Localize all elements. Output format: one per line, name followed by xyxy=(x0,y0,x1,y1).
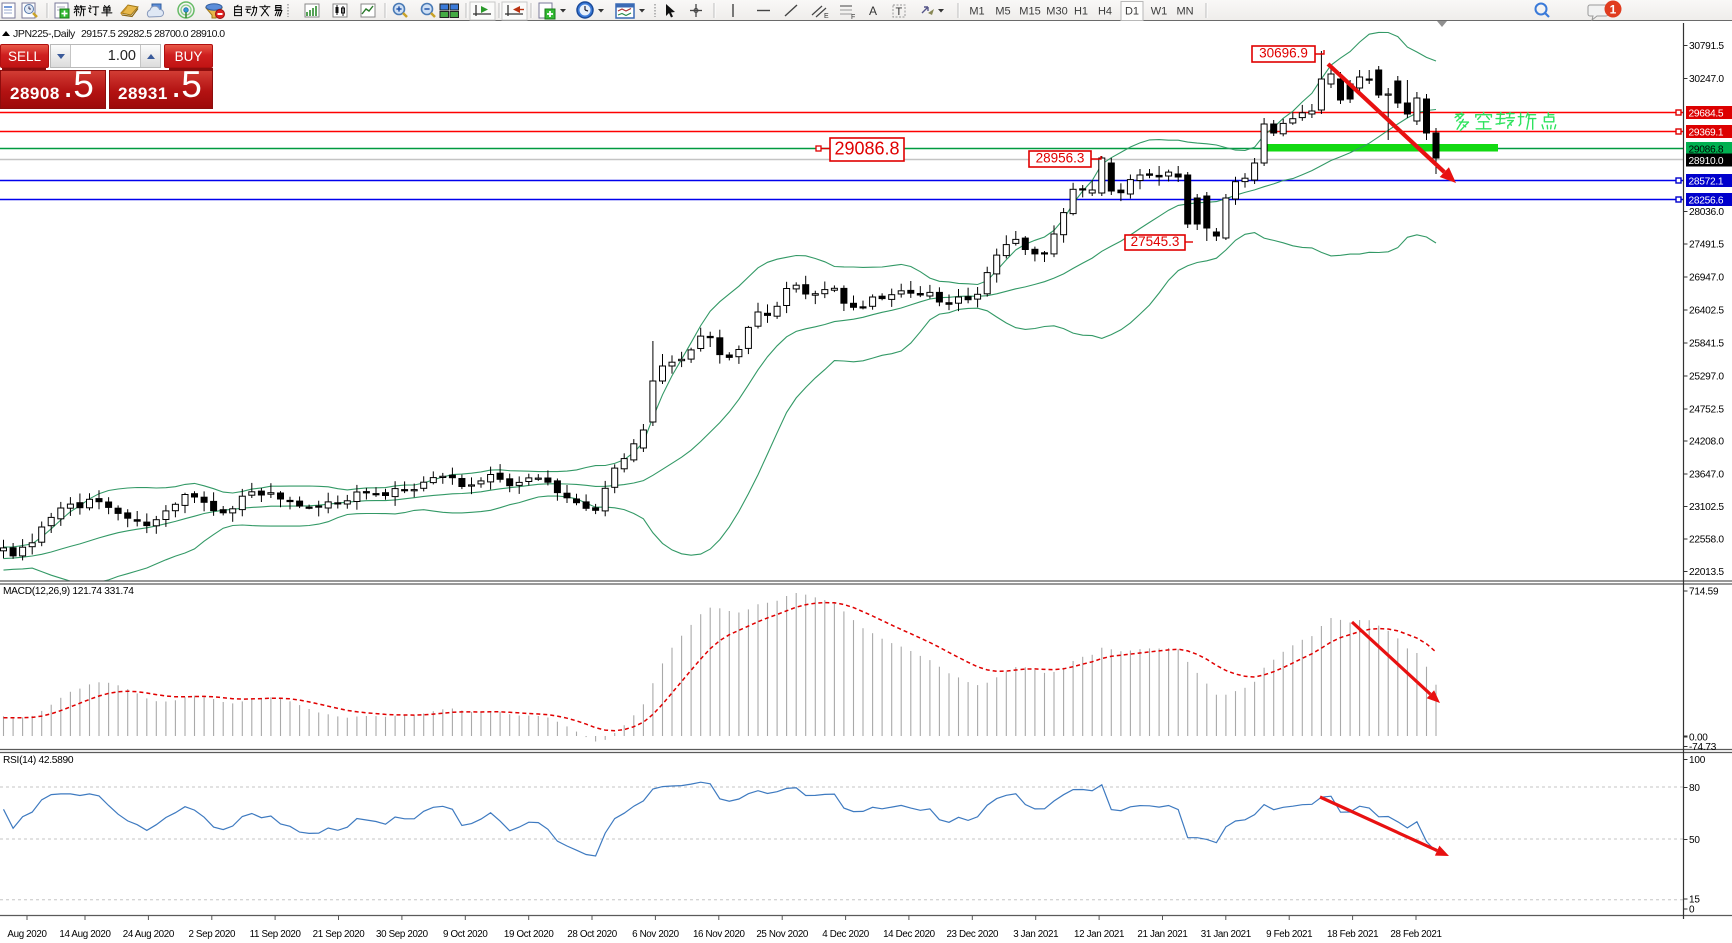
svg-text:D1: D1 xyxy=(1125,6,1139,18)
svg-text:12 Jan 2021: 12 Jan 2021 xyxy=(1074,929,1124,940)
svg-text:23102.5: 23102.5 xyxy=(1689,502,1724,513)
svg-text:9 Oct 2020: 9 Oct 2020 xyxy=(443,929,488,940)
svg-text:16 Nov 2020: 16 Nov 2020 xyxy=(693,929,746,940)
svg-text:9 Feb 2021: 9 Feb 2021 xyxy=(1266,929,1312,940)
svg-text:M30: M30 xyxy=(1046,6,1067,18)
svg-text:714.59: 714.59 xyxy=(1689,587,1719,598)
svg-text:28256.6: 28256.6 xyxy=(1689,196,1724,207)
svg-text:31 Jan 2021: 31 Jan 2021 xyxy=(1201,929,1251,940)
svg-text:30791.5: 30791.5 xyxy=(1689,41,1724,52)
svg-text:30247.0: 30247.0 xyxy=(1689,74,1724,85)
svg-text:30696.9: 30696.9 xyxy=(1259,46,1308,61)
svg-text:22558.0: 22558.0 xyxy=(1689,535,1724,546)
svg-text:M15: M15 xyxy=(1019,6,1040,18)
svg-text:80: 80 xyxy=(1689,783,1700,794)
svg-text:26947.0: 26947.0 xyxy=(1689,273,1724,284)
svg-text:H1: H1 xyxy=(1074,6,1088,18)
svg-text:24752.5: 24752.5 xyxy=(1689,405,1724,416)
svg-text:11 Sep 2020: 11 Sep 2020 xyxy=(250,929,302,940)
svg-text:MN: MN xyxy=(1176,6,1193,18)
svg-text:25841.5: 25841.5 xyxy=(1689,339,1724,350)
svg-text:21 Jan 2021: 21 Jan 2021 xyxy=(1137,929,1187,940)
svg-text:H4: H4 xyxy=(1098,6,1112,18)
svg-text:4 Dec 2020: 4 Dec 2020 xyxy=(822,929,870,940)
svg-text:1: 1 xyxy=(1610,3,1617,17)
svg-text:19 Oct 2020: 19 Oct 2020 xyxy=(504,929,554,940)
svg-text:0.00: 0.00 xyxy=(1689,733,1708,744)
svg-text:M5: M5 xyxy=(995,6,1010,18)
svg-text:29157.5 29282.5 28700.0 28910.: 29157.5 29282.5 28700.0 28910.0 xyxy=(81,28,225,40)
svg-text:25297.0: 25297.0 xyxy=(1689,372,1724,383)
svg-text:23 Dec 2020: 23 Dec 2020 xyxy=(946,929,999,940)
svg-text:18 Feb 2021: 18 Feb 2021 xyxy=(1327,929,1378,940)
svg-text:2 Sep 2020: 2 Sep 2020 xyxy=(188,929,236,940)
svg-text:22013.5: 22013.5 xyxy=(1689,567,1724,578)
svg-text:W1: W1 xyxy=(1151,6,1168,18)
svg-text:29684.5: 29684.5 xyxy=(1689,109,1724,120)
svg-text:28956.3: 28956.3 xyxy=(1036,151,1085,166)
svg-text:50: 50 xyxy=(1689,835,1700,846)
svg-text:15: 15 xyxy=(1689,895,1700,906)
svg-text:MACD(12,26,9) 121.74 331.74: MACD(12,26,9) 121.74 331.74 xyxy=(3,586,134,597)
svg-text:100: 100 xyxy=(1689,755,1706,766)
svg-text:27545.3: 27545.3 xyxy=(1131,234,1180,249)
svg-text:24 Aug 2020: 24 Aug 2020 xyxy=(123,929,175,940)
svg-text:29086.8: 29086.8 xyxy=(834,139,899,159)
svg-text:28 Oct 2020: 28 Oct 2020 xyxy=(567,929,617,940)
svg-text:24208.0: 24208.0 xyxy=(1689,437,1724,448)
svg-text:A: A xyxy=(869,4,877,18)
svg-text:28 Feb 2021: 28 Feb 2021 xyxy=(1390,929,1441,940)
svg-text:-74.73: -74.73 xyxy=(1689,742,1717,753)
svg-text:E: E xyxy=(824,13,829,20)
svg-text:28572.1: 28572.1 xyxy=(1689,177,1724,188)
svg-text:14 Aug 2020: 14 Aug 2020 xyxy=(59,929,111,940)
svg-text:26402.5: 26402.5 xyxy=(1689,306,1724,317)
svg-text:M1: M1 xyxy=(969,6,984,18)
svg-text:14 Dec 2020: 14 Dec 2020 xyxy=(883,929,936,940)
svg-text:25 Nov 2020: 25 Nov 2020 xyxy=(756,929,809,940)
svg-text:29086.8: 29086.8 xyxy=(1689,145,1724,156)
svg-text:RSI(14) 42.5890: RSI(14) 42.5890 xyxy=(3,755,74,766)
svg-text:Aug 2020: Aug 2020 xyxy=(7,929,47,940)
svg-text:3 Jan 2021: 3 Jan 2021 xyxy=(1013,929,1058,940)
svg-text:6 Nov 2020: 6 Nov 2020 xyxy=(632,929,680,940)
svg-text:29369.1: 29369.1 xyxy=(1689,128,1724,139)
svg-text:27491.5: 27491.5 xyxy=(1689,240,1724,251)
svg-text:23647.0: 23647.0 xyxy=(1689,470,1724,481)
svg-text:28910.0: 28910.0 xyxy=(1689,156,1724,167)
svg-text:T: T xyxy=(896,6,903,18)
svg-text:0: 0 xyxy=(1689,905,1695,916)
svg-text:JPN225-,Daily: JPN225-,Daily xyxy=(13,28,76,40)
svg-text:F: F xyxy=(851,14,855,21)
svg-text:21 Sep 2020: 21 Sep 2020 xyxy=(313,929,366,940)
svg-text:30 Sep 2020: 30 Sep 2020 xyxy=(376,929,429,940)
svg-text:28036.0: 28036.0 xyxy=(1689,207,1724,218)
